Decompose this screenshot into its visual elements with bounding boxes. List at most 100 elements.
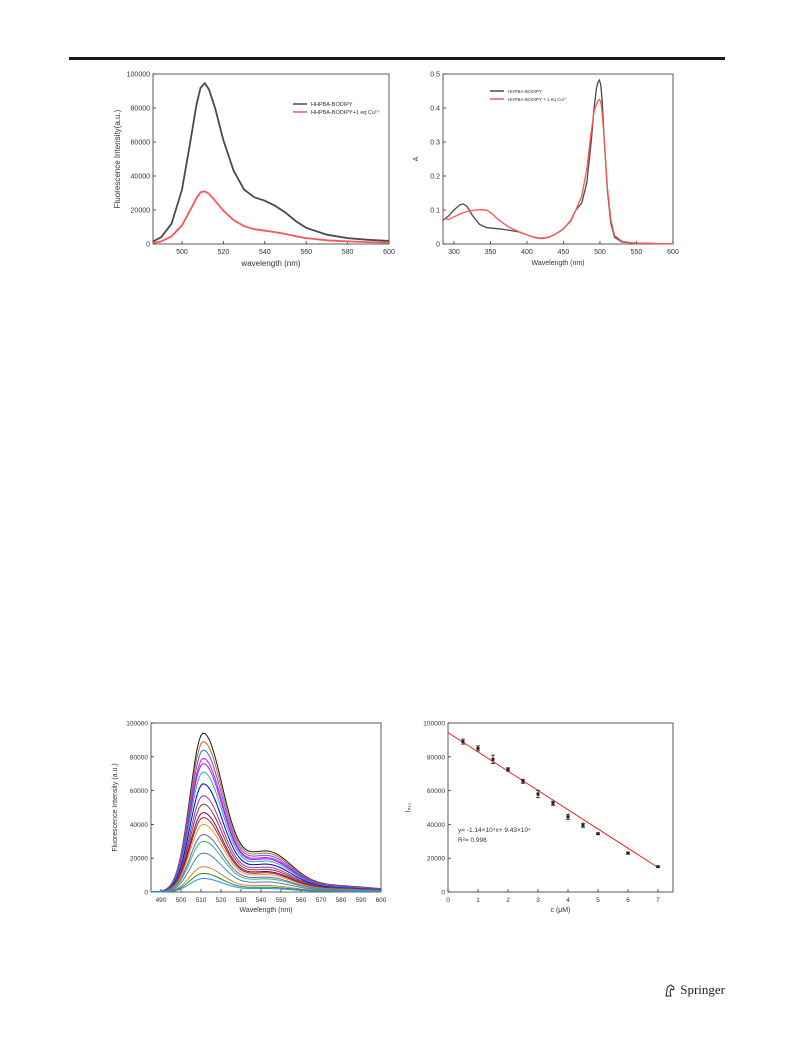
- chart-linear-calibration: 0 1 2 3 4 5 6 7 0 20000 40000 60000 80000 100000 c (μM…: [400, 715, 685, 930]
- y-tick-label: 0.5: [430, 72, 440, 79]
- chart-fluorescence-titration-svg: 490 500 510 520 530 540 550 560 570 580 590 600 0 200…: [112, 721, 387, 915]
- x-tick-label: 540: [256, 897, 267, 904]
- y-tick-label: 80000: [131, 106, 151, 113]
- x-tick-label: 490: [156, 897, 167, 904]
- legend-label: HHPBA-BODIPY + 1 eq Cu²⁺: [508, 97, 567, 102]
- y-tick-label: 0.1: [430, 208, 440, 215]
- y-tick-label: 0: [441, 890, 445, 897]
- y-tick-label: 100000: [423, 721, 445, 728]
- y-axis-label: I₅₁₁: [405, 802, 412, 812]
- x-tick-label: 560: [300, 249, 312, 256]
- plot-frame: [442, 73, 674, 245]
- x-tick-label: 500: [176, 897, 187, 904]
- y-tick-label: 0.4: [430, 106, 440, 113]
- y-tick-label: 80000: [427, 754, 445, 761]
- x-tick-label: 570: [316, 897, 327, 904]
- y-tick-label: 40000: [131, 174, 151, 181]
- x-tick-label: 500: [594, 249, 606, 256]
- x-tick-label: 3: [536, 897, 540, 904]
- y-tick-label: 0: [144, 890, 148, 897]
- fit-equation: y= -1.14×10⁴x+ 9.43×10⁴: [458, 827, 531, 834]
- x-tick-label: 450: [558, 249, 570, 256]
- x-tick-label: 590: [356, 897, 367, 904]
- series-line: [152, 81, 390, 243]
- y-tick-label: 20000: [427, 856, 445, 863]
- x-tick-label: 580: [342, 249, 354, 256]
- plot-frame: [447, 722, 674, 893]
- chart-absorbance-spectra: 300 350 400 450 500 550 600 0 0.1 0.2 0.3 0.4 0.5 Wav…: [408, 66, 683, 276]
- publisher-footer: Springer: [664, 982, 725, 998]
- data-point: [491, 757, 495, 761]
- data-point: [506, 767, 510, 771]
- x-tick-label: 300: [448, 249, 460, 256]
- x-tick-label: 540: [259, 249, 271, 256]
- y-tick-label: 100000: [127, 72, 150, 79]
- chart-fluorescence-comparison: 500 520 540 560 580 600 0 20000 40000 60000 80000 1…: [108, 66, 398, 276]
- publisher-name: Springer: [680, 982, 725, 997]
- series-line: [442, 98, 673, 245]
- y-tick-label: 80000: [130, 754, 148, 761]
- y-tick-label: 60000: [131, 140, 151, 147]
- y-axis-label: Fluorescence Intensity (a.u.): [112, 763, 119, 851]
- data-point: [596, 832, 600, 836]
- x-tick-label: 400: [521, 249, 533, 256]
- data-point: [581, 823, 585, 827]
- data-point: [521, 779, 525, 783]
- x-tick-label: 0: [446, 897, 450, 904]
- chart-fluorescence-titration: 490 500 510 520 530 540 550 560 570 580 590 600 0 200…: [108, 715, 388, 930]
- y-tick-label: 20000: [130, 856, 148, 863]
- legend-label: HHPBA-BODIPY: [508, 89, 542, 94]
- y-tick-label: 0.2: [430, 174, 440, 181]
- y-axis-label: A: [413, 156, 420, 161]
- data-point: [566, 815, 570, 819]
- fit-line: [447, 732, 659, 868]
- y-tick-label: 100000: [126, 721, 148, 728]
- header-rule: [69, 57, 725, 60]
- y-axis-label: Fluorescence Intensity(a.u.): [113, 109, 122, 208]
- x-axis-label: Wavelength (nm): [531, 260, 584, 267]
- x-tick-label: 600: [667, 249, 679, 256]
- x-tick-label: 560: [296, 897, 307, 904]
- x-tick-label: 6: [626, 897, 630, 904]
- x-tick-label: 500: [176, 249, 188, 256]
- x-tick-label: 530: [236, 897, 247, 904]
- x-tick-label: 550: [631, 249, 643, 256]
- x-tick-label: 2: [506, 897, 510, 904]
- data-point: [626, 851, 630, 855]
- springer-horse-icon: [664, 983, 676, 997]
- x-tick-label: 5: [596, 897, 600, 904]
- x-tick-label: 4: [566, 897, 570, 904]
- series-line: [152, 190, 390, 244]
- legend-label: HHPBA-BODIPY: [311, 102, 353, 108]
- x-axis-label: c (μM): [551, 907, 571, 914]
- fit-r2: R²= 0.998: [458, 837, 487, 844]
- x-tick-label: 520: [216, 897, 227, 904]
- x-tick-label: 520: [218, 249, 230, 256]
- y-tick-label: 0.3: [430, 140, 440, 147]
- y-tick-label: 20000: [131, 208, 151, 215]
- data-point: [536, 792, 540, 796]
- series-line: [442, 78, 673, 245]
- y-tick-label: 0: [436, 242, 440, 249]
- plot-frame: [150, 722, 382, 893]
- data-point: [551, 801, 555, 805]
- data-point: [476, 746, 480, 750]
- x-tick-label: 600: [383, 249, 395, 256]
- chart-absorbance-spectra-svg: 300 350 400 450 500 550 600 0 0.1 0.2 0.3 0.4 0.5 Wav…: [413, 72, 679, 268]
- x-tick-label: 580: [336, 897, 347, 904]
- y-tick-label: 60000: [130, 788, 148, 795]
- x-tick-label: 7: [656, 897, 660, 904]
- series-line: [151, 878, 381, 893]
- x-tick-label: 350: [485, 249, 497, 256]
- x-tick-label: 550: [276, 897, 287, 904]
- y-tick-label: 40000: [130, 822, 148, 829]
- plot-frame: [152, 73, 390, 245]
- data-point: [656, 865, 660, 869]
- y-tick-label: 0: [146, 242, 150, 249]
- chart-fluorescence-comparison-svg: 500 520 540 560 580 600 0 20000 40000 60000 80000 1…: [113, 72, 395, 269]
- x-tick-label: 1: [476, 897, 480, 904]
- y-tick-label: 40000: [427, 822, 445, 829]
- series-line: [151, 852, 382, 893]
- legend-label: HHPBA-BODIPY+1 eq Cu²⁺: [311, 109, 380, 116]
- x-axis-label: Wavelength (nm): [239, 907, 292, 914]
